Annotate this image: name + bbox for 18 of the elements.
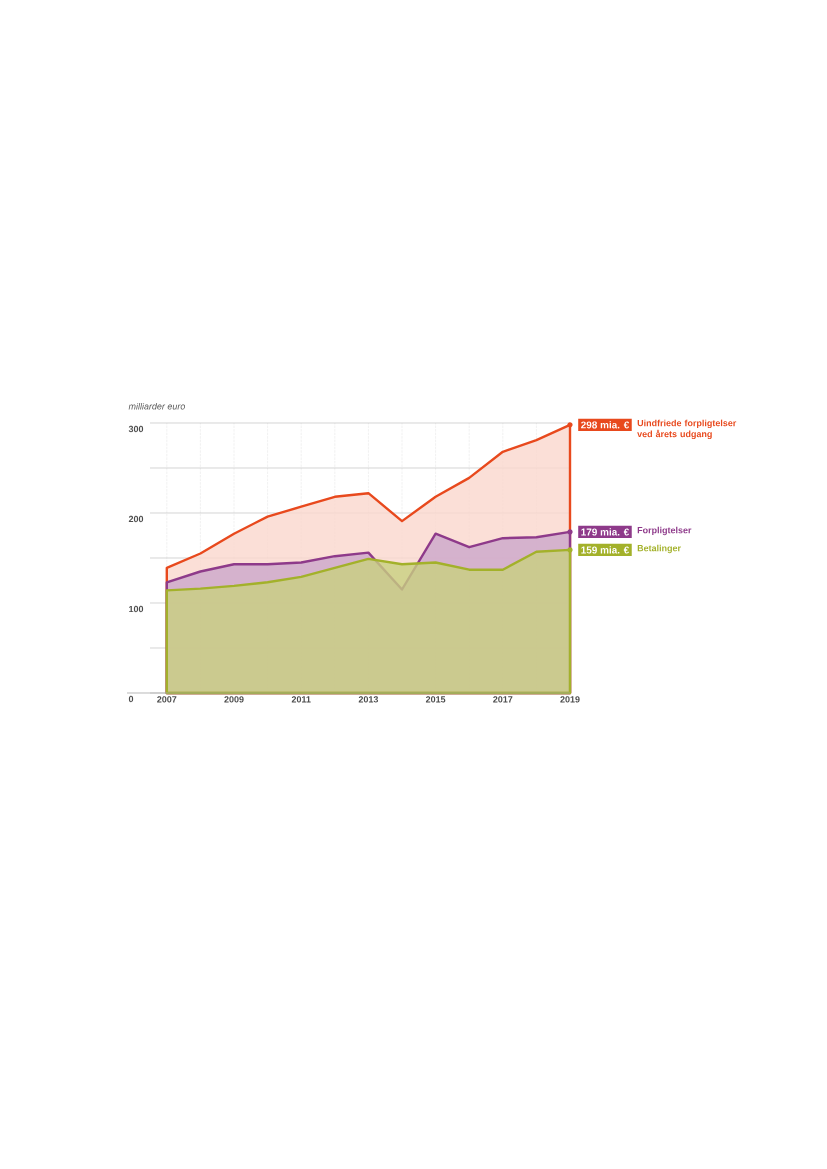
text: Betalinger <box>637 544 681 554</box>
y-axis-title: milliarder euro <box>128 402 186 410</box>
data-label: 179 mia. € <box>581 528 630 536</box>
data-label: 298 mia. € <box>581 421 630 429</box>
x-tick-label: 2019 <box>560 696 580 703</box>
y-tick-label: 200 <box>128 515 144 523</box>
y-tick-label: 300 <box>128 425 144 433</box>
text: Forpligtelser <box>637 526 692 536</box>
text: Uindfriede forpligtelser ved årets udgang <box>637 419 737 439</box>
x-tick-label: 2015 <box>425 696 446 703</box>
y-tick-label: 100 <box>129 605 144 613</box>
x-tick-label: 2011 <box>291 696 311 703</box>
x-tick-label: 2007 <box>157 696 177 703</box>
x-tick-label: 2017 <box>493 696 513 703</box>
x-tick-label: 2013 <box>358 696 379 703</box>
data-label: 159 mia. € <box>581 546 630 554</box>
x-tick-label: 2009 <box>224 696 244 703</box>
y-tick-label: 0 <box>128 695 134 703</box>
